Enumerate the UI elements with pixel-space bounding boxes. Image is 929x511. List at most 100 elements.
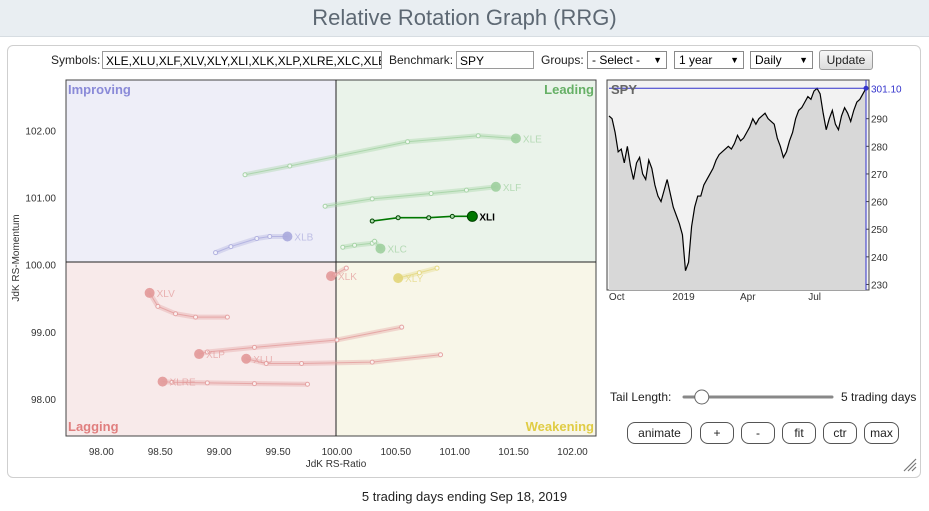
- y-tick-label: 100.00: [25, 261, 56, 272]
- tail-point: [438, 352, 444, 358]
- tail-xli: XLI: [369, 210, 495, 224]
- resize-grip-icon[interactable]: [903, 458, 917, 472]
- leading-quadrant: [336, 80, 596, 262]
- footer-caption: 5 trading days ending Sep 18, 2019: [361, 489, 568, 504]
- groups-select[interactable]: - Select - ▼: [587, 51, 667, 69]
- weakening-quadrant: [336, 262, 596, 436]
- fit-button[interactable]: fit: [782, 422, 816, 444]
- tail-label-xlc: XLC: [387, 245, 406, 256]
- price-x-tick-label: 2019: [672, 292, 695, 303]
- tail-point: [463, 187, 469, 193]
- tail-length-label: Tail Length:: [610, 390, 672, 404]
- price-y-tick-label: 270: [871, 170, 888, 181]
- benchmark-input[interactable]: SPY: [456, 51, 534, 69]
- tail-point: [405, 139, 411, 145]
- y-axis-label: JdK RS-Momentum: [11, 214, 22, 301]
- tail-point: [322, 203, 328, 209]
- tail-length-value: 5 trading days: [841, 390, 917, 404]
- tail-point: [267, 234, 273, 240]
- tail-point: [254, 236, 260, 242]
- price-y-tick-label: 280: [871, 142, 888, 153]
- rrg-plot-frame: [65, 79, 597, 437]
- price-x-tick-label: Jul: [808, 292, 821, 303]
- tail-label-xlre: XLRE: [170, 378, 196, 389]
- lagging-quadrant: [66, 262, 336, 436]
- tail-point: [369, 359, 375, 365]
- tail-head: [466, 210, 478, 222]
- x-tick-label: 100.50: [380, 447, 411, 458]
- tail-head: [144, 287, 155, 298]
- x-axis-label: JdK RS-Ratio: [306, 459, 367, 470]
- tail-point: [416, 270, 422, 276]
- tail-point: [204, 349, 210, 355]
- price-last-value-label: 301.10: [871, 84, 902, 95]
- x-tick-label: 101.00: [439, 447, 470, 458]
- x-tick-label: 102.00: [557, 447, 588, 458]
- tail-label-xlk: XLK: [338, 272, 357, 283]
- improving-label: Improving: [68, 82, 131, 97]
- price-x-tick-label: Apr: [740, 292, 756, 303]
- price-x-tick-label: Oct: [609, 292, 625, 303]
- tail-head: [326, 271, 336, 282]
- animate-button[interactable]: animate: [627, 422, 692, 444]
- tail-head: [241, 353, 252, 364]
- tail-head: [490, 181, 501, 192]
- tail-point: [304, 381, 310, 387]
- tail-point: [224, 314, 230, 320]
- x-tick-label: 100.00: [322, 447, 353, 458]
- price-chart-title: SPY: [611, 82, 637, 97]
- tail-point: [475, 133, 481, 139]
- chevron-down-icon: ▼: [799, 55, 808, 65]
- symbols-input[interactable]: XLE,XLU,XLF,XLV,XLY,XLI,XLK,XLP,XLRE,XLC…: [102, 51, 382, 69]
- update-button[interactable]: Update: [819, 50, 873, 70]
- tail-head: [375, 243, 386, 254]
- zoom-out-button[interactable]: -: [741, 422, 775, 444]
- tail-point: [352, 242, 358, 248]
- tail-head: [157, 376, 168, 387]
- tail-xlc: XLC: [340, 238, 407, 256]
- tail-slider-handle[interactable]: [694, 389, 710, 405]
- tail-point: [169, 379, 175, 385]
- tail-point: [251, 344, 257, 350]
- center-button[interactable]: ctr: [823, 422, 857, 444]
- tail-point: [372, 238, 378, 244]
- price-line: [608, 87, 867, 271]
- tail-xle: XLE: [242, 133, 542, 178]
- tail-point: [287, 163, 293, 169]
- title-bar: Relative Rotation Graph (RRG): [0, 0, 929, 37]
- tail-label-xlf: XLF: [503, 183, 521, 194]
- tail-point: [263, 360, 269, 366]
- tail-label-xli: XLI: [479, 212, 495, 223]
- tail-xlv: XLV: [144, 287, 230, 320]
- tail-point: [426, 215, 432, 221]
- tail-xlu: XLU: [241, 352, 444, 366]
- tail-point: [213, 250, 219, 256]
- tail-point: [155, 303, 161, 309]
- tail-label-xlb: XLB: [294, 233, 313, 244]
- max-button[interactable]: max: [864, 422, 899, 444]
- tail-xlp: XLP: [194, 324, 405, 361]
- x-tick-label: 99.50: [265, 447, 290, 458]
- weakening-label: Weakening: [526, 419, 594, 434]
- y-tick-label: 99.00: [31, 328, 56, 339]
- price-area: [609, 88, 866, 290]
- frequency-select[interactable]: Daily ▼: [750, 51, 813, 69]
- tail-head: [510, 133, 521, 144]
- rrg-tails: XLE XLF XLI XLC XLB XLK XLY XLV XLP XLU XLRE: [144, 133, 542, 389]
- y-tick-label: 101.00: [25, 194, 56, 205]
- leading-label: Leading: [544, 82, 594, 97]
- lagging-label: Lagging: [68, 419, 119, 434]
- tail-label-xlu: XLU: [253, 355, 272, 366]
- zoom-in-button[interactable]: +: [700, 422, 734, 444]
- tail-label-xly: XLY: [405, 274, 423, 285]
- tail-point: [193, 314, 199, 320]
- period-select[interactable]: 1 year ▼: [674, 51, 744, 69]
- tail-xlf: XLF: [322, 181, 521, 209]
- tail-point: [395, 215, 401, 221]
- page-title: Relative Rotation Graph (RRG): [312, 5, 617, 30]
- tail-head: [393, 273, 404, 284]
- tail-point: [434, 265, 440, 271]
- tail-point: [299, 360, 305, 366]
- price-y-tick-label: 240: [871, 253, 888, 264]
